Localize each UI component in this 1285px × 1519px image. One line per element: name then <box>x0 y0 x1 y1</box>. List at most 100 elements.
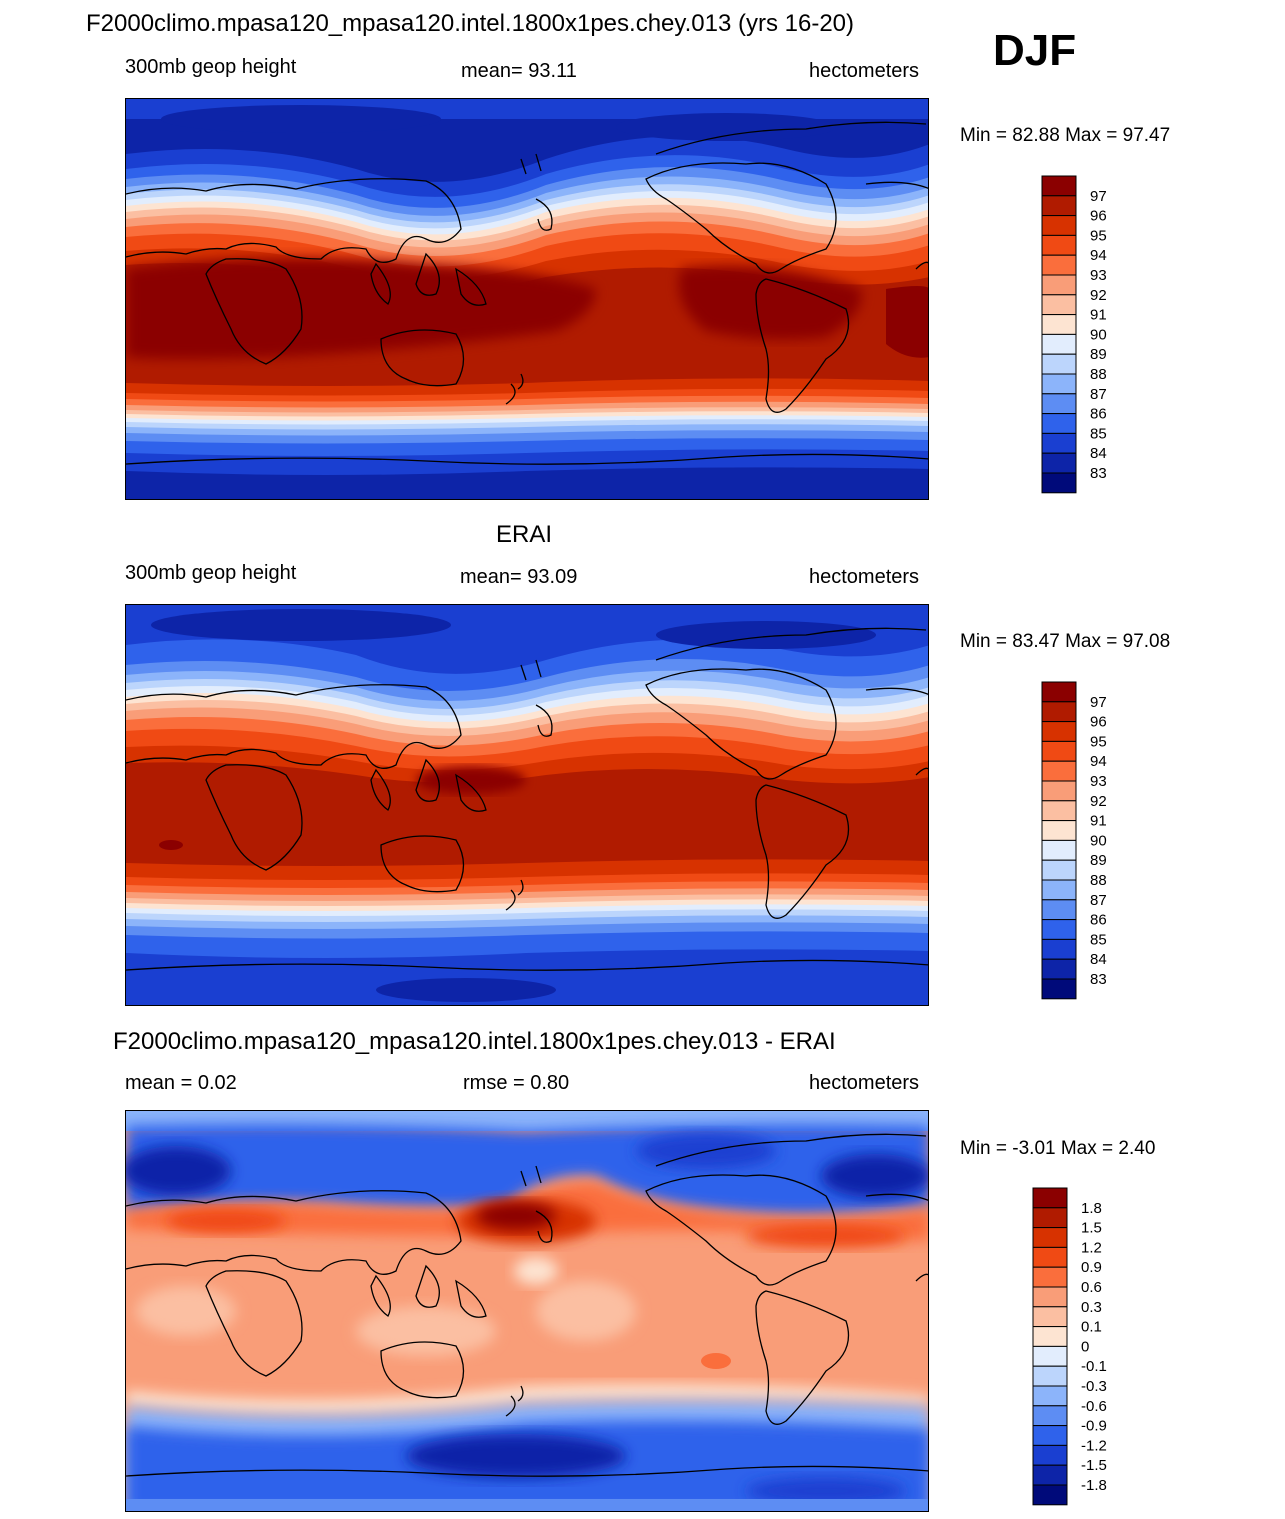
colorbar-box <box>1041 393 1077 415</box>
figure-title: F2000climo.mpasa120_mpasa120.intel.1800x… <box>86 10 855 37</box>
panel3-contour-bands <box>126 1111 928 1511</box>
panel2-units-label: hectometers <box>809 566 920 588</box>
colorbar-box <box>1032 1207 1068 1229</box>
panel2-colorbar: 97 96 95 94 93 92 91 90 89 88 87 86 85 84 83 <box>1041 681 1192 1000</box>
colorbar-box <box>1041 274 1077 296</box>
colorbar-tick-label: -1.2 <box>1081 1437 1107 1454</box>
colorbar-tick-label: 85 <box>1090 425 1107 442</box>
colorbar-tick-label: 88 <box>1090 366 1107 383</box>
colorbar-tick-label: 1.8 <box>1081 1200 1102 1217</box>
colorbar-box <box>1032 1405 1068 1427</box>
panel3-mean-label: mean = 0.02 <box>125 1072 237 1094</box>
colorbar-box <box>1041 919 1077 940</box>
panel3-title: F2000climo.mpasa120_mpasa120.intel.1800x… <box>113 1028 836 1055</box>
colorbar-tick-label: 90 <box>1090 326 1107 343</box>
colorbar-box <box>1041 195 1077 217</box>
panel1-units-label: hectometers <box>809 60 920 82</box>
colorbar-tick-label: 88 <box>1090 872 1107 889</box>
panel2-title: ERAI <box>496 521 553 548</box>
colorbar-box <box>1032 1286 1068 1308</box>
colorbar-tick-label: 96 <box>1090 208 1107 225</box>
panel1-minmax: Min = 82.88 Max = 97.47 <box>960 125 1171 146</box>
colorbar-box <box>1041 899 1077 921</box>
colorbar-box <box>1041 740 1077 762</box>
colorbar-box <box>1041 175 1077 197</box>
colorbar-box <box>1032 1464 1068 1486</box>
colorbar-box <box>1041 215 1077 236</box>
colorbar-tick-label: 84 <box>1090 445 1107 462</box>
colorbar-box <box>1041 353 1077 375</box>
colorbar-box <box>1041 780 1077 802</box>
colorbar-tick-label: 83 <box>1090 971 1107 988</box>
colorbar-box <box>1041 294 1077 316</box>
colorbar-box <box>1041 373 1077 395</box>
colorbar-box <box>1041 859 1077 881</box>
colorbar-box <box>1041 314 1077 335</box>
colorbar-tick-label: 91 <box>1090 307 1107 324</box>
panel2-map <box>125 604 929 1006</box>
panel3-coastlines <box>126 1133 928 1477</box>
colorbar-tick-label: 95 <box>1090 227 1107 244</box>
colorbar-box <box>1041 839 1077 861</box>
colorbar-box <box>1041 452 1077 474</box>
colorbar-tick-label: 94 <box>1090 247 1107 264</box>
colorbar-box <box>1032 1365 1068 1387</box>
panel2-coastlines <box>126 627 928 971</box>
panel2-contour-bands <box>126 605 928 1005</box>
panel3-minmax: Min = -3.01 Max = 2.40 <box>960 1138 1156 1159</box>
colorbar-tick-label: 85 <box>1090 931 1107 948</box>
colorbar-box <box>1041 760 1077 782</box>
panel2-mean-label: mean= 93.09 <box>460 566 578 588</box>
colorbar-tick-label: 87 <box>1090 892 1107 909</box>
colorbar-box <box>1032 1246 1068 1268</box>
colorbar-box <box>1041 701 1077 723</box>
colorbar-box <box>1041 234 1077 256</box>
colorbar-tick-label: 0.3 <box>1081 1299 1102 1316</box>
colorbar-box <box>1041 333 1077 355</box>
colorbar-tick-label: 96 <box>1090 714 1107 731</box>
colorbar-box <box>1041 432 1077 454</box>
season-label: DJF <box>993 26 1077 75</box>
panel3-colorbar: 1.8 1.5 1.2 0.9 0.6 0.3 0.1 0 -0.1 -0.3 -0.6 -0.9 -1… <box>1032 1187 1193 1506</box>
colorbar-box <box>1032 1425 1068 1446</box>
colorbar-box <box>1041 800 1077 822</box>
colorbar-box <box>1032 1306 1068 1328</box>
panel1-coastlines <box>126 121 928 465</box>
colorbar-box <box>1041 820 1077 841</box>
colorbar-tick-label: 92 <box>1090 793 1107 810</box>
colorbar-tick-label: 87 <box>1090 386 1107 403</box>
colorbar-tick-label: 93 <box>1090 267 1107 284</box>
panel2-left-label: 300mb geop height <box>125 562 297 584</box>
colorbar-box <box>1041 879 1077 901</box>
colorbar-tick-label: 95 <box>1090 733 1107 750</box>
panel3-map <box>125 1110 929 1512</box>
colorbar-box <box>1032 1484 1068 1506</box>
colorbar-tick-label: 97 <box>1090 188 1107 205</box>
colorbar-box <box>1032 1187 1068 1209</box>
colorbar-box <box>1041 938 1077 960</box>
panel1-mean-label: mean= 93.11 <box>461 60 577 82</box>
colorbar-box <box>1041 721 1077 742</box>
colorbar-box <box>1032 1266 1068 1288</box>
colorbar-box <box>1032 1385 1068 1407</box>
colorbar-tick-label: 0.9 <box>1081 1259 1102 1276</box>
colorbar-box <box>1032 1345 1068 1367</box>
colorbar-tick-label: 86 <box>1090 406 1107 423</box>
colorbar-tick-label: 1.5 <box>1081 1220 1102 1237</box>
colorbar-tick-label: 89 <box>1090 346 1107 363</box>
panel1-contour-bands <box>126 99 928 499</box>
colorbar-box <box>1041 472 1077 494</box>
colorbar-tick-label: 94 <box>1090 753 1107 770</box>
colorbar-tick-label: 92 <box>1090 287 1107 304</box>
colorbar-box <box>1041 958 1077 980</box>
panel3-rmse-label: rmse = 0.80 <box>463 1072 570 1094</box>
panel2-minmax: Min = 83.47 Max = 97.08 <box>960 631 1171 652</box>
colorbar-tick-label: 86 <box>1090 912 1107 929</box>
colorbar-tick-label: 93 <box>1090 773 1107 790</box>
colorbar-box <box>1041 978 1077 1000</box>
colorbar-tick-label: -1.5 <box>1081 1457 1107 1474</box>
colorbar-box <box>1041 254 1077 276</box>
colorbar-tick-label: 97 <box>1090 694 1107 711</box>
colorbar-tick-label: 89 <box>1090 852 1107 869</box>
colorbar-tick-label: 84 <box>1090 951 1107 968</box>
